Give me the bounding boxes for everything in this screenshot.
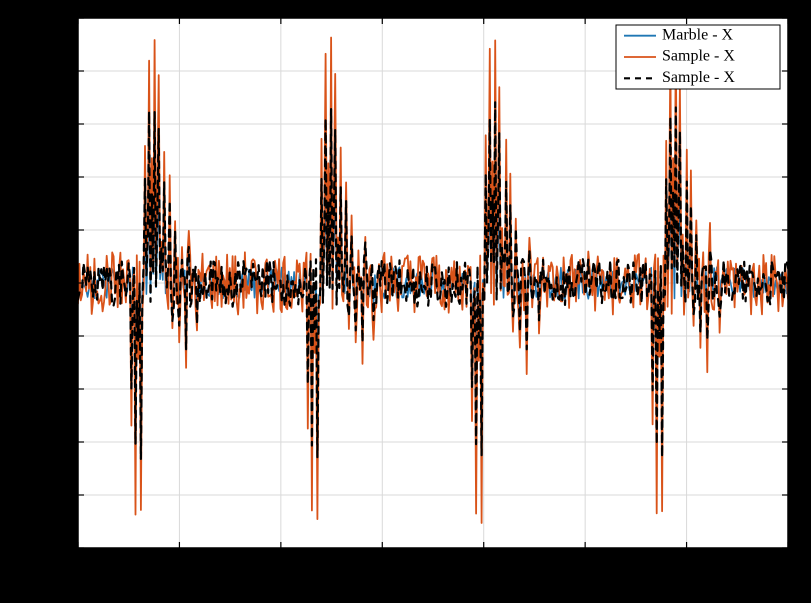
legend-label: Sample - X <box>662 69 735 86</box>
legend: Marble - X Sample - X Sample - X <box>616 25 780 89</box>
legend-label: Marble - X <box>662 26 734 43</box>
legend-label: Sample - X <box>662 48 735 65</box>
chart-container: Marble - X Sample - X Sample - X <box>0 0 811 603</box>
line-chart: Marble - X Sample - X Sample - X <box>0 0 811 603</box>
